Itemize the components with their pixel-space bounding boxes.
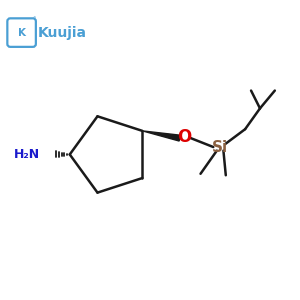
Text: K: K bbox=[18, 28, 26, 38]
Text: °: ° bbox=[32, 18, 36, 24]
Text: H₂N: H₂N bbox=[14, 148, 40, 161]
Text: O: O bbox=[177, 128, 191, 146]
Polygon shape bbox=[142, 131, 180, 141]
Text: Si: Si bbox=[212, 140, 228, 154]
Text: Kuujia: Kuujia bbox=[38, 26, 87, 40]
